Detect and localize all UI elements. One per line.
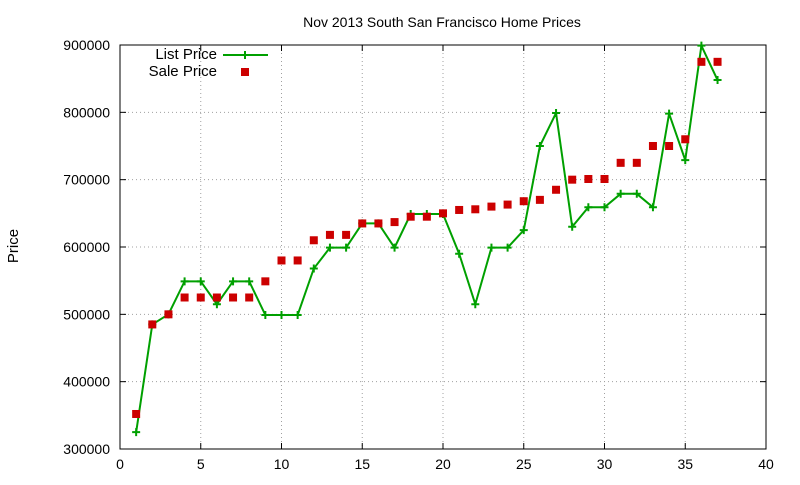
axes: 0 5 10 15 20 25 30 35 40 300000 400000 500000 600000… <box>63 37 774 472</box>
x-tick-label: 40 <box>758 456 774 472</box>
data-point-list-price <box>325 243 334 252</box>
data-point-list-price <box>487 243 496 252</box>
data-point-sale-price <box>277 256 286 265</box>
y-tick-label: 900000 <box>63 37 110 53</box>
data-point-list-price <box>293 311 302 320</box>
legend: List Price Sale Price <box>149 46 268 80</box>
data-point-list-price <box>552 109 561 118</box>
chart-title: Nov 2013 South San Francisco Home Prices <box>303 14 581 30</box>
data-point-sale-price <box>422 212 431 221</box>
y-tick-label: 300000 <box>63 441 110 457</box>
y-tick-label: 800000 <box>63 104 110 120</box>
data-point-list-price <box>584 203 593 212</box>
data-point-list-price <box>503 243 512 252</box>
data-point-sale-price <box>503 200 512 209</box>
data-point-sale-price <box>552 185 561 194</box>
x-tick-label: 0 <box>116 456 124 472</box>
data-point-list-price <box>600 203 609 212</box>
data-point-list-price <box>455 249 464 258</box>
y-tick-label: 400000 <box>63 374 110 390</box>
legend-swatch-sale-price <box>241 68 249 76</box>
data-point-sale-price <box>519 197 528 206</box>
data-point-list-price <box>665 109 674 118</box>
data-point-sale-price <box>164 310 173 319</box>
data-point-sale-price <box>632 158 641 167</box>
data-point-sale-price <box>245 293 254 302</box>
data-point-list-price <box>277 311 286 320</box>
series <box>132 41 722 437</box>
data-point-list-price <box>132 428 141 437</box>
data-point-list-price <box>616 189 625 198</box>
y-tick-label: 600000 <box>63 239 110 255</box>
x-tick-label: 15 <box>354 456 370 472</box>
x-tick-label: 5 <box>197 456 205 472</box>
data-point-sale-price <box>406 212 415 221</box>
data-point-list-price <box>196 277 205 286</box>
data-point-list-price <box>648 203 657 212</box>
data-point-sale-price <box>665 142 674 150</box>
data-point-sale-price <box>584 174 593 183</box>
y-tick-label: 700000 <box>63 172 110 188</box>
data-point-sale-price <box>132 409 141 418</box>
data-point-sale-price <box>342 230 351 239</box>
data-point-sale-price <box>600 174 609 183</box>
data-point-list-price <box>681 156 690 165</box>
data-point-list-price <box>180 277 189 286</box>
data-point-sale-price <box>229 293 238 302</box>
data-point-sale-price <box>439 209 447 218</box>
data-point-list-price <box>212 300 221 309</box>
data-point-list-price <box>632 189 641 198</box>
data-point-sale-price <box>196 293 205 302</box>
legend-label-sale-price: Sale Price <box>149 63 217 80</box>
data-point-sale-price <box>180 293 189 302</box>
data-point-sale-price <box>148 320 157 329</box>
data-point-list-price <box>471 300 480 309</box>
data-point-list-price <box>342 243 351 252</box>
data-point-sale-price <box>374 219 383 228</box>
data-point-list-price <box>261 311 270 320</box>
legend-label-list-price: List Price <box>155 46 217 63</box>
x-tick-label: 25 <box>516 456 532 472</box>
data-point-list-price <box>713 76 722 85</box>
x-tick-label: 35 <box>677 456 693 472</box>
x-tick-label: 20 <box>435 456 451 472</box>
data-point-sale-price <box>616 158 625 167</box>
data-point-list-price <box>229 277 238 286</box>
data-point-sale-price <box>261 277 270 286</box>
data-point-sale-price <box>713 57 722 66</box>
legend-marker-list-price <box>241 51 249 59</box>
data-point-sale-price <box>309 236 318 245</box>
data-point-list-price <box>245 277 254 286</box>
data-point-sale-price <box>697 57 706 66</box>
data-point-list-price <box>697 41 706 50</box>
data-point-sale-price <box>568 175 577 184</box>
series-line-list-price <box>135 42 719 433</box>
y-tick-label: 500000 <box>63 306 110 322</box>
x-tick-label: 10 <box>274 456 290 472</box>
data-point-sale-price <box>212 293 221 302</box>
data-point-sale-price <box>390 218 399 227</box>
data-point-list-price <box>519 226 528 235</box>
data-point-list-price <box>535 142 544 150</box>
data-point-list-price <box>568 222 577 231</box>
y-axis-label: Price <box>5 229 22 263</box>
data-point-list-price <box>390 243 399 252</box>
data-point-sale-price <box>681 135 690 144</box>
data-point-sale-price <box>455 205 464 214</box>
data-point-sale-price <box>648 142 657 150</box>
grid <box>120 45 766 449</box>
data-point-sale-price <box>535 195 544 204</box>
data-point-sale-price <box>358 219 367 228</box>
x-tick-label: 30 <box>597 456 613 472</box>
data-point-sale-price <box>471 205 480 214</box>
data-point-sale-price <box>293 256 302 265</box>
data-point-sale-price <box>487 202 496 211</box>
data-point-list-price <box>309 264 318 273</box>
data-point-sale-price <box>325 230 334 239</box>
